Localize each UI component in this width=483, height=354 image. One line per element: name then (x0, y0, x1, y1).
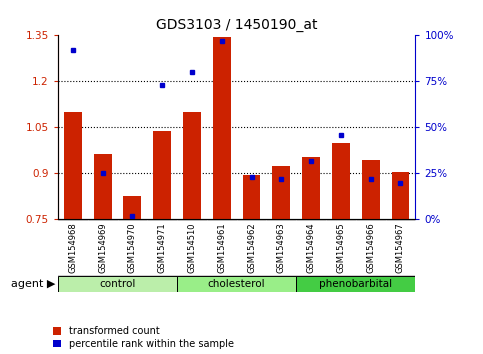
Bar (272, 166, 290, 219)
Text: GSM154971: GSM154971 (158, 222, 167, 273)
Text: GSM154969: GSM154969 (98, 222, 107, 273)
Text: GSM154968: GSM154968 (69, 222, 77, 273)
Text: agent ▶: agent ▶ (11, 279, 56, 289)
Text: GSM154966: GSM154966 (366, 222, 375, 273)
Text: GSM154967: GSM154967 (396, 222, 405, 273)
Title: GDS3103 / 1450190_at: GDS3103 / 1450190_at (156, 18, 317, 32)
Bar (183, 112, 201, 219)
Bar (177, 276, 296, 292)
Legend: transformed count, percentile rank within the sample: transformed count, percentile rank withi… (53, 326, 234, 349)
Bar (94, 154, 112, 219)
Bar (242, 175, 260, 219)
Text: control: control (99, 279, 136, 289)
Bar (302, 156, 320, 219)
Text: GSM154963: GSM154963 (277, 222, 286, 273)
Bar (362, 160, 380, 219)
Bar (296, 276, 415, 292)
Text: phenobarbital: phenobarbital (319, 279, 392, 289)
Text: cholesterol: cholesterol (208, 279, 266, 289)
Text: GSM154961: GSM154961 (217, 222, 226, 273)
Text: GSM154964: GSM154964 (307, 222, 315, 273)
Bar (124, 196, 142, 219)
Text: GSM154965: GSM154965 (337, 222, 345, 273)
Bar (64, 112, 82, 219)
Bar (332, 143, 350, 219)
Text: GSM154970: GSM154970 (128, 222, 137, 273)
Bar (58, 276, 177, 292)
Bar (153, 131, 171, 219)
Bar (392, 172, 410, 219)
Text: GSM154510: GSM154510 (187, 222, 197, 273)
Text: GSM154962: GSM154962 (247, 222, 256, 273)
Bar (213, 37, 231, 219)
